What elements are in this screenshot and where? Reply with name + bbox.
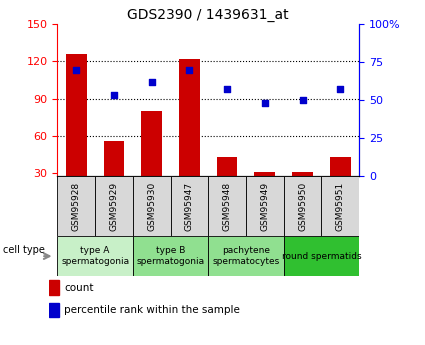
Bar xyxy=(133,236,208,276)
Text: GSM95949: GSM95949 xyxy=(261,181,269,231)
Bar xyxy=(141,111,162,176)
Point xyxy=(73,67,79,72)
Point xyxy=(224,87,230,92)
Bar xyxy=(284,176,321,236)
Bar xyxy=(66,54,87,176)
Point xyxy=(261,100,268,106)
Bar xyxy=(217,157,238,176)
Text: GSM95930: GSM95930 xyxy=(147,181,156,231)
Bar xyxy=(255,172,275,176)
Bar xyxy=(49,303,59,317)
Text: round spermatids: round spermatids xyxy=(282,252,361,261)
Bar xyxy=(208,236,284,276)
Bar xyxy=(57,236,133,276)
Point xyxy=(337,87,344,92)
Text: GSM95948: GSM95948 xyxy=(223,181,232,231)
Bar xyxy=(133,176,170,236)
Text: cell type: cell type xyxy=(3,245,45,255)
Title: GDS2390 / 1439631_at: GDS2390 / 1439631_at xyxy=(128,8,289,22)
Bar xyxy=(284,236,359,276)
Text: GSM95929: GSM95929 xyxy=(110,181,119,231)
Point xyxy=(186,67,193,72)
Bar xyxy=(330,157,351,176)
Bar xyxy=(246,176,284,236)
Bar xyxy=(292,172,313,176)
Bar xyxy=(49,280,59,295)
Point xyxy=(110,93,117,98)
Text: type B
spermatogonia: type B spermatogonia xyxy=(136,246,204,266)
Text: pachytene
spermatocytes: pachytene spermatocytes xyxy=(212,246,280,266)
Bar xyxy=(95,176,133,236)
Text: GSM95947: GSM95947 xyxy=(185,181,194,231)
Text: type A
spermatogonia: type A spermatogonia xyxy=(61,246,129,266)
Bar xyxy=(179,59,200,176)
Text: count: count xyxy=(65,283,94,293)
Bar xyxy=(104,141,125,176)
Bar xyxy=(321,176,359,236)
Bar xyxy=(208,176,246,236)
Bar xyxy=(170,176,208,236)
Text: GSM95950: GSM95950 xyxy=(298,181,307,231)
Bar xyxy=(57,176,95,236)
Text: GSM95928: GSM95928 xyxy=(72,181,81,231)
Point xyxy=(148,79,155,85)
Point xyxy=(299,97,306,103)
Text: GSM95951: GSM95951 xyxy=(336,181,345,231)
Text: percentile rank within the sample: percentile rank within the sample xyxy=(65,305,240,315)
